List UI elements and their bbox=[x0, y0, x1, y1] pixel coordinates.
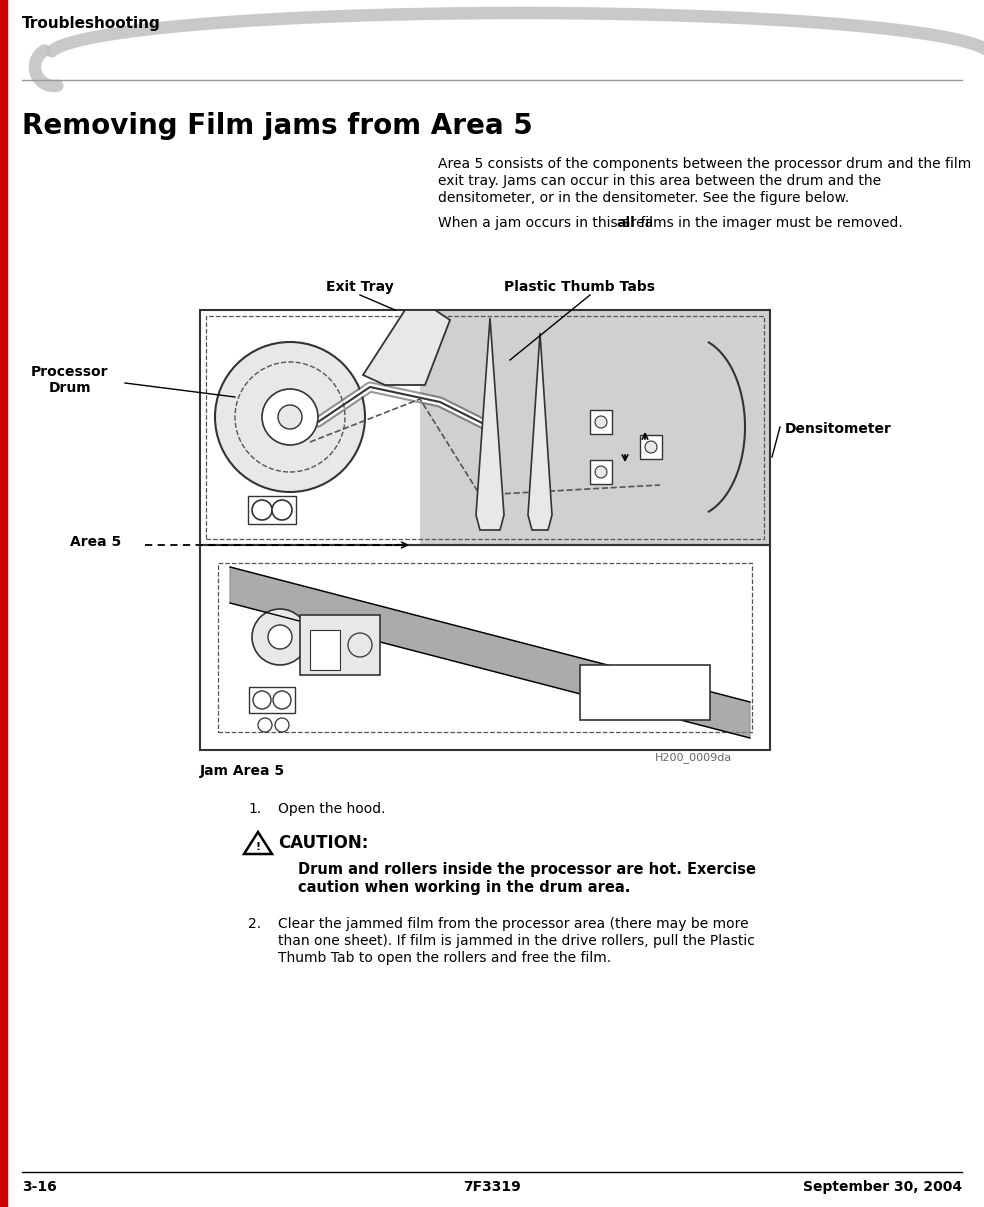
Bar bbox=[590, 410, 612, 435]
Circle shape bbox=[645, 441, 657, 453]
Bar bbox=[310, 630, 340, 670]
Bar bbox=[218, 562, 752, 731]
Polygon shape bbox=[476, 317, 504, 530]
Bar bbox=[420, 310, 770, 546]
Bar bbox=[590, 460, 612, 484]
Circle shape bbox=[595, 466, 607, 478]
Text: Exit Tray: Exit Tray bbox=[326, 280, 394, 295]
Text: caution when working in the drum area.: caution when working in the drum area. bbox=[298, 880, 631, 896]
Text: exit tray. Jams can occur in this area between the drum and the: exit tray. Jams can occur in this area b… bbox=[438, 174, 881, 188]
Circle shape bbox=[268, 625, 292, 649]
Text: 3-16: 3-16 bbox=[22, 1180, 57, 1194]
Circle shape bbox=[273, 690, 291, 709]
Circle shape bbox=[275, 718, 289, 731]
Bar bbox=[580, 665, 710, 721]
Circle shape bbox=[253, 690, 271, 709]
Bar bbox=[249, 687, 295, 713]
Text: !: ! bbox=[256, 842, 261, 852]
Text: Troubleshooting: Troubleshooting bbox=[22, 16, 160, 31]
Circle shape bbox=[272, 500, 292, 520]
Text: September 30, 2004: September 30, 2004 bbox=[803, 1180, 962, 1194]
Text: 2.: 2. bbox=[248, 917, 261, 931]
Text: Area 5: Area 5 bbox=[70, 535, 121, 549]
Text: densitometer, or in the densitometer. See the figure below.: densitometer, or in the densitometer. Se… bbox=[438, 191, 849, 205]
Bar bbox=[248, 496, 296, 524]
Bar bbox=[200, 546, 770, 750]
Circle shape bbox=[595, 416, 607, 428]
Bar bbox=[0, 0, 7, 1207]
Bar bbox=[300, 616, 380, 675]
Polygon shape bbox=[230, 567, 750, 737]
Text: all: all bbox=[616, 216, 635, 231]
Bar bbox=[200, 310, 770, 546]
Circle shape bbox=[278, 406, 302, 428]
Text: Clear the jammed film from the processor area (there may be more: Clear the jammed film from the processor… bbox=[278, 917, 749, 931]
Text: H200_0009da: H200_0009da bbox=[655, 752, 732, 763]
Polygon shape bbox=[363, 310, 450, 385]
Polygon shape bbox=[528, 333, 552, 530]
Text: films in the imager must be removed.: films in the imager must be removed. bbox=[636, 216, 902, 231]
Text: Plastic Thumb Tabs: Plastic Thumb Tabs bbox=[505, 280, 655, 295]
Text: Open the hood.: Open the hood. bbox=[278, 801, 386, 816]
Text: than one sheet). If film is jammed in the drive rollers, pull the Plastic: than one sheet). If film is jammed in th… bbox=[278, 934, 755, 947]
Text: Drum: Drum bbox=[48, 381, 92, 395]
Text: When a jam occurs in this area: When a jam occurs in this area bbox=[438, 216, 657, 231]
Text: Processor: Processor bbox=[31, 365, 109, 379]
Circle shape bbox=[262, 389, 318, 445]
Circle shape bbox=[348, 632, 372, 657]
Circle shape bbox=[215, 342, 365, 492]
Circle shape bbox=[258, 718, 272, 731]
Text: Thumb Tab to open the rollers and free the film.: Thumb Tab to open the rollers and free t… bbox=[278, 951, 611, 966]
Bar bbox=[640, 435, 662, 459]
Text: Drum and rollers inside the processor are hot. Exercise: Drum and rollers inside the processor ar… bbox=[298, 862, 756, 877]
Circle shape bbox=[252, 500, 272, 520]
Bar bbox=[206, 316, 764, 540]
Text: Removing Film jams from Area 5: Removing Film jams from Area 5 bbox=[22, 112, 532, 140]
Text: Jam Area 5: Jam Area 5 bbox=[200, 764, 285, 779]
Text: Densitometer: Densitometer bbox=[785, 422, 892, 436]
Circle shape bbox=[252, 610, 308, 665]
Text: 1.: 1. bbox=[248, 801, 261, 816]
Text: 7F3319: 7F3319 bbox=[463, 1180, 521, 1194]
Text: CAUTION:: CAUTION: bbox=[278, 834, 368, 852]
Text: Area 5 consists of the components between the processor drum and the film: Area 5 consists of the components betwee… bbox=[438, 157, 971, 171]
